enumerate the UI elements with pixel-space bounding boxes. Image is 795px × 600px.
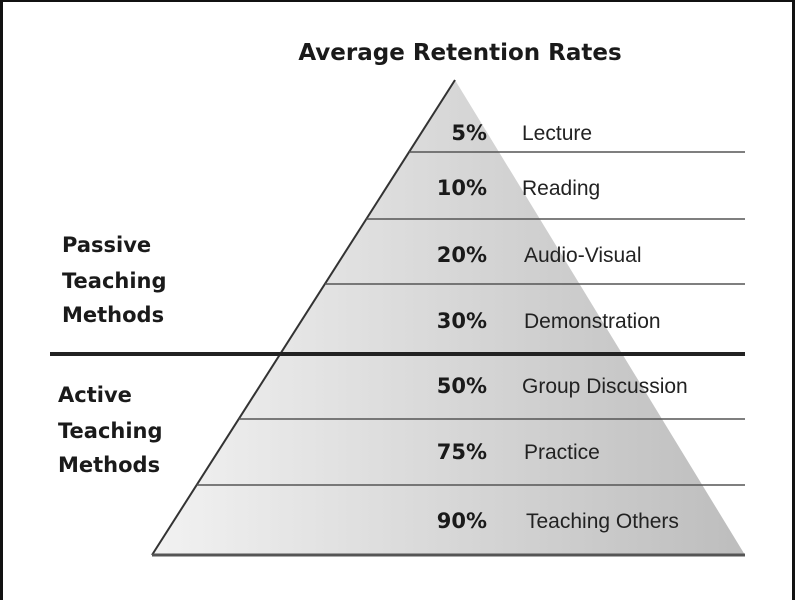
passive-methods-label: Passive Teaching Methods [62, 233, 167, 327]
percent-label: 30% [437, 309, 487, 333]
percent-label: 20% [437, 243, 487, 267]
method-label: Practice [524, 441, 600, 464]
method-label: Teaching Others [526, 510, 679, 533]
group-label-line: Teaching [58, 419, 163, 443]
group-label-line: Methods [62, 303, 164, 327]
method-label: Group Discussion [522, 375, 688, 398]
group-label-line: Active [58, 383, 132, 407]
method-label: Demonstration [524, 310, 661, 333]
method-label: Audio-Visual [524, 244, 642, 267]
group-label-line: Methods [58, 453, 160, 477]
method-label: Lecture [522, 122, 592, 145]
percent-label: 5% [451, 121, 487, 145]
percent-label: 90% [437, 509, 487, 533]
percent-label: 10% [437, 176, 487, 200]
group-label-line: Teaching [62, 269, 167, 293]
method-label: Reading [522, 177, 600, 200]
level-labels: 5% Lecture 10% Reading 20% Audio-Visual … [437, 121, 688, 533]
pyramid-left-edge [151, 79, 456, 556]
level-separators [152, 151, 745, 557]
active-methods-label: Active Teaching Methods [58, 383, 163, 477]
diagram-title: Average Retention Rates [298, 40, 621, 66]
percent-label: 50% [437, 374, 487, 398]
pyramid-shape [152, 80, 745, 555]
group-label-line: Passive [62, 233, 151, 257]
percent-label: 75% [437, 440, 487, 464]
